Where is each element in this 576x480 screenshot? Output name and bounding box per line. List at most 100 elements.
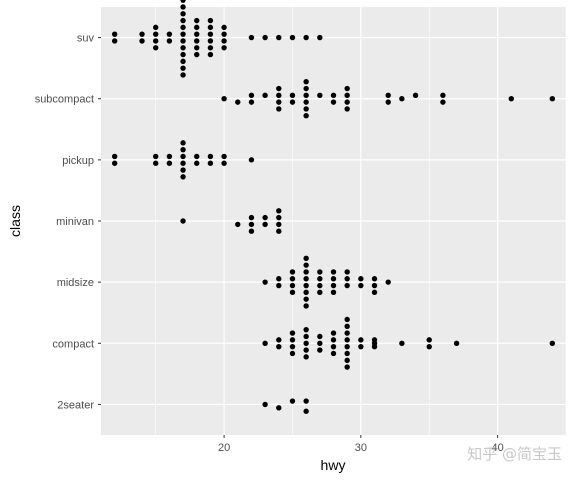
x-tick-label-20: 20 [218,442,230,454]
point-suv-23 [194,45,200,51]
point-suv-22 [194,51,200,58]
point-suv-18 [180,17,186,24]
point-suv-4 [153,45,159,51]
point-minivan-1 [235,221,241,228]
point-midsize-9 [303,289,309,296]
point-subcompact-25 [385,92,391,99]
point-pickup-8 [180,160,186,166]
point-compact-14 [317,333,323,340]
point-compact-26 [344,316,350,323]
point-compact-36 [549,340,556,346]
point-suv-31 [207,31,214,37]
point-pickup-15 [207,153,214,160]
point-midsize-6 [289,269,296,275]
point-subcompact-28 [440,99,446,105]
point-subcompact-13 [303,99,309,105]
point-pickup-13 [194,153,200,160]
point-subcompact-3 [248,92,255,99]
point-compact-35 [453,340,460,346]
point-suv-1 [111,31,118,37]
point-subcompact-1 [235,99,241,105]
y-tick-label-minivan: minivan [56,216,94,228]
x-tick-label-40: 40 [491,442,503,454]
point-suv-24 [194,38,200,44]
point-compact-2 [276,337,282,343]
point-suv-3 [139,31,145,37]
point-pickup-16 [221,160,227,166]
point-pickup-18 [248,157,255,163]
point-subcompact-12 [303,106,309,112]
y-tick-label-suv: suv [77,33,95,45]
point-minivan-10 [276,208,282,214]
point-subcompact-0 [221,96,227,102]
point-midsize-14 [303,255,309,262]
point-suv-14 [180,45,186,51]
point-compact-8 [303,347,309,353]
point-suv-19 [180,11,186,17]
y-tick-label-2seater: 2seater [57,399,94,411]
point-midsize-13 [303,262,309,268]
point-subcompact-17 [317,92,323,99]
point-midsize-16 [317,282,323,289]
point-pickup-9 [180,153,186,160]
point-midsize-18 [317,269,323,275]
point-compact-34 [426,337,432,343]
point-subcompact-9 [289,99,296,105]
point-midsize-23 [344,282,350,289]
point-minivan-9 [276,214,282,221]
point-subcompact-31 [549,96,556,102]
point-compact-17 [330,350,337,357]
point-suv-34 [221,45,227,51]
point-subcompact-27 [412,92,419,99]
point-suv-9 [166,31,173,37]
point-suv-6 [153,31,159,37]
watermark: 知乎 @简宝玉 [467,445,562,463]
point-subcompact-29 [440,92,446,99]
point-pickup-7 [180,167,186,173]
point-compact-5 [289,350,296,357]
point-midsize-10 [303,282,309,289]
point-compact-18 [330,330,337,336]
point-suv-35 [221,38,227,44]
point-minivan-6 [262,221,268,228]
point-compact-21 [344,350,350,357]
point-minivan-7 [276,228,282,234]
point-subcompact-19 [330,92,337,99]
point-compact-9 [303,340,309,346]
point-compact-6 [289,330,296,336]
point-suv-40 [276,34,282,41]
x-tick-label-30: 30 [355,442,367,454]
point-2seater-0 [262,401,268,408]
point-subcompact-4 [262,92,268,99]
data-points [111,0,556,414]
point-pickup-5 [166,153,173,160]
point-pickup-2 [153,160,159,166]
point-compact-7 [303,354,309,360]
point-compact-0 [262,340,268,346]
point-subcompact-24 [385,99,391,105]
y-tick-labels: 2seater compact midsize minivan pickup subcom… [35,33,101,411]
point-pickup-14 [207,160,214,166]
point-midsize-15 [317,289,323,296]
point-compact-16 [330,337,337,343]
point-subcompact-8 [276,85,282,92]
point-suv-13 [180,51,186,58]
point-subcompact-30 [508,96,514,102]
point-suv-12 [180,58,186,65]
point-midsize-29 [371,276,378,282]
y-tick-label-subcompact: subcompact [35,94,94,106]
point-compact-10 [303,333,309,340]
y-tick-label-midsize: midsize [57,277,94,289]
point-subcompact-20 [344,106,350,112]
point-suv-43 [317,34,323,41]
point-suv-7 [153,24,159,31]
point-subcompact-26 [399,96,405,102]
point-minivan-0 [180,218,186,224]
point-suv-5 [153,38,159,44]
x-axis-title: hwy [321,457,346,473]
point-compact-11 [303,326,309,333]
point-subcompact-6 [276,99,282,105]
point-minivan-8 [276,221,282,228]
point-suv-25 [194,31,200,37]
point-pickup-1 [111,153,118,160]
